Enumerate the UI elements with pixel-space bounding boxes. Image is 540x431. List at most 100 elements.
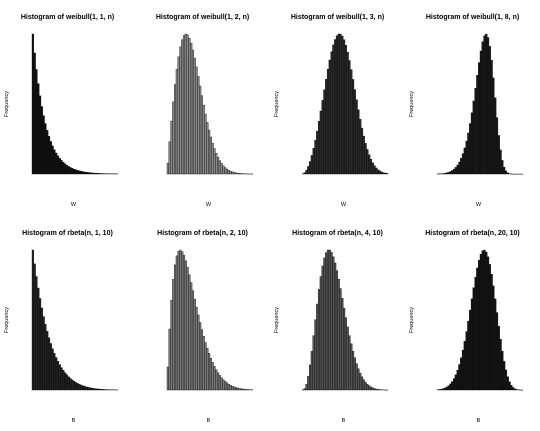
histogram-bar <box>303 172 306 175</box>
histogram-bar <box>172 279 175 391</box>
histogram-bar <box>103 389 106 391</box>
histogram-bar <box>351 350 355 391</box>
histogram-bar <box>234 172 238 175</box>
histogram-bar <box>310 155 313 175</box>
histogram-bar <box>323 89 326 175</box>
histogram-bar <box>243 389 247 391</box>
histogram-bar <box>173 84 177 175</box>
histogram-bar <box>184 33 187 175</box>
histogram-bars <box>301 33 389 175</box>
histogram-bar <box>73 381 76 391</box>
histogram-bar <box>227 170 230 175</box>
histogram-bar <box>481 250 484 391</box>
histogram-bar <box>197 314 200 391</box>
histogram-bar <box>348 335 351 391</box>
histogram-bar <box>87 172 90 175</box>
histogram-bar <box>229 385 232 391</box>
histogram-bar <box>60 367 63 391</box>
histogram-bar <box>216 372 220 391</box>
histogram-bar <box>37 83 40 175</box>
histogram-bar <box>204 113 207 175</box>
histogram-bar <box>497 326 500 391</box>
histogram-bar <box>316 303 319 391</box>
histogram-bar <box>341 35 344 175</box>
histogram-bar <box>81 171 85 175</box>
histogram-bar <box>182 35 186 175</box>
histogram-bar <box>96 173 99 175</box>
histogram-bar <box>76 383 79 391</box>
histogram-bar <box>454 167 457 175</box>
histogram-bar <box>76 170 79 175</box>
histogram-bar <box>222 379 225 391</box>
histogram-bar <box>200 329 204 391</box>
histogram-bar <box>46 130 49 175</box>
histogram-bar <box>85 386 88 391</box>
histogram-bar <box>62 162 65 175</box>
histogram-bar <box>208 353 211 391</box>
histogram-bar <box>494 97 497 175</box>
histogram-bars <box>166 33 254 175</box>
histogram-bar <box>204 342 207 391</box>
histogram-bar <box>184 260 187 391</box>
histogram-bar <box>486 256 490 391</box>
histogram-bar <box>83 171 86 175</box>
histogram-bar <box>332 44 335 175</box>
histogram-bar <box>65 374 69 391</box>
histogram-bar <box>362 379 365 391</box>
histogram-bar <box>74 382 77 391</box>
histogram-bar <box>458 161 461 175</box>
histogram-bar <box>495 312 499 391</box>
histogram-bar <box>92 172 95 175</box>
histogram-bar <box>360 376 364 391</box>
x-axis-label: W <box>476 202 482 208</box>
histogram-bar <box>452 168 456 175</box>
histogram-bar <box>492 77 495 175</box>
histogram-bar <box>310 351 313 391</box>
histogram-bar <box>321 265 324 391</box>
histogram-bar <box>469 123 472 175</box>
histogram-bar <box>506 172 509 175</box>
histogram-bar <box>332 256 335 391</box>
histogram-bar <box>99 173 103 175</box>
histogram-bar <box>227 383 230 391</box>
histogram-bar <box>69 378 72 391</box>
histogram-bar <box>179 249 182 391</box>
histogram-bar <box>351 79 355 175</box>
histogram-bar <box>37 287 40 391</box>
histogram-bar <box>501 350 504 391</box>
histogram-bar <box>55 152 58 175</box>
histogram-bar <box>46 331 49 391</box>
histogram-bar <box>326 69 330 175</box>
histogram-bar <box>303 388 306 391</box>
histogram-bar <box>504 369 508 391</box>
histogram-bar <box>199 322 202 391</box>
histogram-bar <box>461 153 465 175</box>
histogram-bar <box>456 164 459 175</box>
x-axis-label: W <box>341 202 347 208</box>
histogram-bar <box>504 170 508 175</box>
histogram-bar <box>236 387 239 391</box>
histogram-bar <box>224 381 227 391</box>
histogram-bar <box>377 169 380 175</box>
x-axis-label: B <box>342 418 346 424</box>
histogram-bar <box>209 357 212 391</box>
histogram-bar <box>443 173 447 175</box>
histogram-bar <box>451 170 454 175</box>
histogram-bar <box>181 39 184 175</box>
histogram-bar <box>238 173 241 175</box>
histogram-bar <box>460 158 463 175</box>
histogram-bar <box>364 143 367 175</box>
histogram-bar <box>373 388 376 391</box>
histogram-bar <box>73 168 76 175</box>
histogram-bar <box>476 267 479 391</box>
histogram-bar <box>346 52 349 175</box>
histogram-bar <box>456 369 459 391</box>
histogram-bar <box>191 290 195 391</box>
x-axis-label: W <box>206 202 212 208</box>
histogram-bar <box>330 252 333 391</box>
histogram-bar <box>195 306 198 391</box>
histogram-bar <box>470 298 474 391</box>
histogram-bar <box>305 169 308 175</box>
histogram-bar <box>49 141 52 175</box>
histogram-bar <box>330 51 333 175</box>
